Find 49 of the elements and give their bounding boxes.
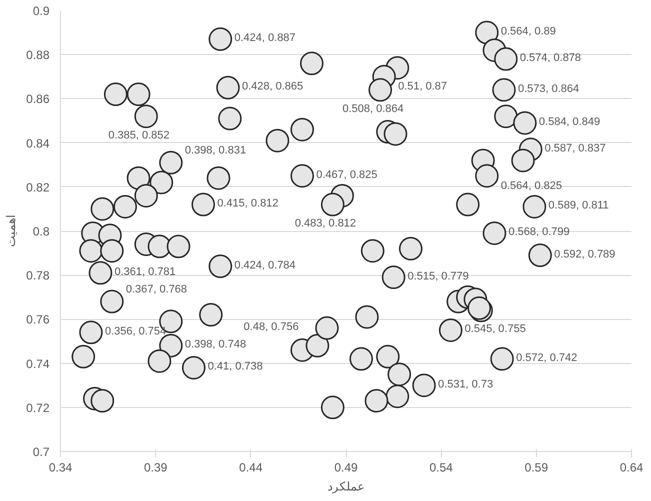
y-tick-label: 0.74	[26, 356, 50, 371]
y-tick-label: 0.7	[32, 445, 50, 459]
data-label: 0.592, 0.789	[554, 248, 616, 260]
data-label: 0.415, 0.812	[217, 198, 278, 210]
x-tick-label: 0.59	[524, 460, 548, 474]
y-tick-label: 0.72	[26, 400, 50, 415]
data-label: 0.356, 0.754	[104, 325, 166, 338]
data-label: 0.574, 0.878	[520, 52, 582, 64]
x-tick-label: 0.39	[144, 460, 168, 474]
data-label: 0.398, 0.748	[184, 338, 246, 351]
x-axis-title: عملکرد	[328, 480, 364, 494]
data-label: 0.545, 0.755	[464, 323, 526, 336]
data-label: 0.584, 0.849	[538, 116, 600, 128]
data-label: 0.515, 0.779	[408, 270, 469, 282]
data-label: 0.41, 0.738	[208, 360, 263, 373]
y-tick-label: 0.86	[26, 92, 50, 106]
x-tick-label: 0.49	[334, 460, 358, 474]
y-tick-label: 0.88	[26, 48, 50, 62]
y-tick-label: 0.82	[26, 180, 50, 194]
y-tick-label: 0.8	[32, 224, 50, 238]
data-label: 0.483, 0.812	[294, 218, 356, 230]
x-tick-label: 0.34	[48, 460, 73, 474]
y-tick-label: 0.76	[26, 312, 50, 327]
data-label: 0.385, 0.852	[108, 129, 170, 142]
data-label: 0.424, 0.784	[234, 259, 296, 272]
x-tick-label: 0.54	[429, 460, 454, 474]
y-axis-title: اهمیت	[4, 215, 18, 247]
data-label: 0.361, 0.781	[114, 266, 176, 278]
x-tick-label: 0.64	[620, 460, 644, 474]
data-label: 0.568, 0.799	[508, 226, 570, 238]
data-label: 0.48, 0.756	[244, 321, 299, 334]
data-label: 0.428, 0.865	[242, 80, 304, 93]
data-label: 0.589, 0.811	[548, 200, 609, 212]
data-label: 0.424, 0.887	[234, 32, 296, 44]
data-label: 0.367, 0.768	[126, 284, 188, 296]
data-label: 0.564, 0.825	[500, 180, 562, 192]
data-label: 0.572, 0.742	[516, 352, 578, 364]
data-label: 0.573, 0.864	[518, 82, 580, 95]
data-label: 0.467, 0.825	[316, 168, 378, 181]
data-label: 0.531, 0.73	[438, 378, 494, 390]
data-label: 0.564, 0.89	[500, 26, 556, 38]
x-tick-label: 0.44	[239, 460, 263, 474]
data-label: 0.51, 0.87	[398, 80, 448, 93]
y-tick-label: 0.9	[32, 4, 50, 18]
y-tick-label: 0.78	[26, 268, 50, 283]
data-label: 0.398, 0.831	[184, 144, 246, 157]
data-label: 0.587, 0.837	[544, 142, 606, 154]
y-tick-label: 0.84	[26, 136, 50, 150]
data-label: 0.508, 0.864	[342, 102, 404, 115]
